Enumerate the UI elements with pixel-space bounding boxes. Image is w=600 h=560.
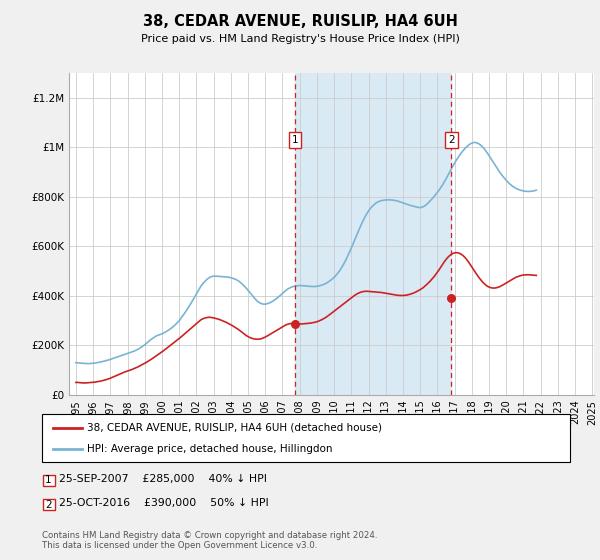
Text: 1: 1 bbox=[292, 134, 298, 144]
Text: 38, CEDAR AVENUE, RUISLIP, HA4 6UH (detached house): 38, CEDAR AVENUE, RUISLIP, HA4 6UH (deta… bbox=[87, 423, 382, 433]
Text: Price paid vs. HM Land Registry's House Price Index (HPI): Price paid vs. HM Land Registry's House … bbox=[140, 34, 460, 44]
Text: 1: 1 bbox=[45, 475, 52, 486]
Text: 38, CEDAR AVENUE, RUISLIP, HA4 6UH: 38, CEDAR AVENUE, RUISLIP, HA4 6UH bbox=[143, 14, 457, 29]
Text: 2: 2 bbox=[448, 134, 455, 144]
Text: 25-SEP-2007    £285,000    40% ↓ HPI: 25-SEP-2007 £285,000 40% ↓ HPI bbox=[59, 474, 267, 484]
Text: HPI: Average price, detached house, Hillingdon: HPI: Average price, detached house, Hill… bbox=[87, 444, 332, 454]
Text: Contains HM Land Registry data © Crown copyright and database right 2024.
This d: Contains HM Land Registry data © Crown c… bbox=[42, 530, 377, 550]
Bar bbox=[295, 73, 451, 395]
Text: 25-OCT-2016    £390,000    50% ↓ HPI: 25-OCT-2016 £390,000 50% ↓ HPI bbox=[59, 498, 269, 508]
Text: 2: 2 bbox=[45, 500, 52, 510]
